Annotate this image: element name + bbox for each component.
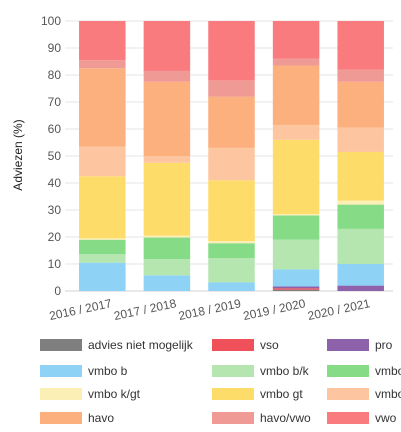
- bar-segment: [208, 80, 255, 97]
- bar-segment: [337, 285, 384, 291]
- bar-segment: [143, 21, 191, 71]
- x-tick-label: 2020 / 2021: [306, 296, 371, 323]
- legend-swatch: [327, 388, 369, 400]
- bar-segment: [79, 176, 126, 239]
- bar-segment: [208, 258, 255, 283]
- y-tick-label: 60: [48, 122, 62, 136]
- bar-segment: [208, 243, 255, 259]
- y-tick-label: 70: [48, 95, 62, 109]
- legend-label: vmbo k/gt: [88, 387, 141, 401]
- bar-segment: [337, 69, 384, 82]
- bar-segment: [337, 21, 384, 70]
- legend-label: havo/vwo: [260, 411, 311, 425]
- legend-label: vmbo gt: [260, 387, 303, 401]
- bar-segment: [272, 286, 320, 289]
- legend-swatch: [327, 339, 369, 351]
- legend-swatch: [212, 388, 254, 400]
- y-axis-title: Adviezen (%): [11, 119, 25, 190]
- bar-segment: [272, 124, 320, 140]
- y-tick-label: 0: [54, 284, 61, 298]
- bar-segment: [272, 214, 320, 216]
- legend-swatch: [327, 365, 369, 377]
- bar-segment: [337, 264, 384, 286]
- bar-segment: [272, 58, 320, 66]
- bar-segment: [79, 146, 126, 177]
- bar-segment: [272, 215, 320, 240]
- bar-segment: [79, 238, 126, 240]
- bar-segment: [143, 70, 191, 82]
- legend-swatch: [212, 365, 254, 377]
- legend-label: vmbo b: [88, 364, 128, 378]
- bar-segment: [143, 81, 191, 156]
- bar-segment: [337, 200, 384, 205]
- bar-segment: [208, 96, 255, 148]
- y-axis: 0 10 20 30 40 50 60 70 80 90 100: [41, 14, 61, 298]
- bar-segment: [272, 269, 320, 287]
- bar-segment: [143, 235, 191, 238]
- legend-swatch: [327, 412, 369, 424]
- x-tick-label: 2017 / 2018: [113, 296, 178, 323]
- legend-label: vso: [260, 338, 279, 352]
- legend-label: vwo: [375, 411, 397, 425]
- bar-segment: [272, 289, 320, 291]
- bar-segment: [337, 81, 384, 128]
- legend-swatch: [40, 412, 82, 424]
- bar-segment: [79, 254, 126, 263]
- bar-segment: [272, 288, 320, 290]
- bar-segment: [272, 139, 320, 215]
- legend-swatch: [212, 339, 254, 351]
- bar-segment: [337, 127, 384, 152]
- bar-segment: [208, 282, 255, 291]
- legend-swatch: [212, 412, 254, 424]
- bar-segment: [143, 275, 191, 291]
- x-axis: 2016 / 2017 2017 / 2018 2018 / 2019 2019 / …: [48, 296, 372, 323]
- bar-segment: [143, 237, 191, 260]
- legend-label: havo: [88, 411, 114, 425]
- bar-segment: [143, 162, 191, 236]
- y-tick-label: 100: [41, 14, 61, 28]
- bar-segment: [337, 228, 384, 264]
- legend-label: vmbo gt/havo: [375, 387, 401, 401]
- y-tick-label: 50: [48, 149, 62, 163]
- bar-segment: [79, 239, 126, 255]
- legend-swatch: [40, 365, 82, 377]
- y-tick-label: 20: [48, 230, 62, 244]
- bar-segment: [337, 151, 384, 201]
- y-tick-label: 80: [48, 68, 62, 82]
- legend-label: advies niet mogelijk: [88, 338, 194, 352]
- legend-label: vmbo b/k: [260, 364, 310, 378]
- legend-label: pro: [375, 338, 393, 352]
- bar-segment: [143, 259, 191, 276]
- x-tick-label: 2016 / 2017: [48, 296, 113, 323]
- bar-segment: [208, 147, 255, 181]
- legend-swatch: [40, 339, 82, 351]
- bar-segment: [208, 21, 255, 81]
- bar-segment: [143, 156, 191, 163]
- y-tick-label: 10: [48, 257, 62, 271]
- legend-label: vmbo k: [375, 364, 401, 378]
- bars: [79, 21, 384, 291]
- x-tick-label: 2018 / 2019: [177, 296, 242, 323]
- bar-segment: [208, 241, 255, 244]
- bar-segment: [337, 204, 384, 229]
- bar-segment: [79, 68, 126, 147]
- y-tick-label: 30: [48, 203, 62, 217]
- legend-swatch: [40, 388, 82, 400]
- legend: advies niet mogelijk vso pro vmbo b vmbo b/k…: [40, 338, 401, 425]
- bar-segment: [208, 180, 255, 242]
- bar-segment: [272, 65, 320, 125]
- x-tick-label: 2019 / 2020: [242, 296, 307, 323]
- y-tick-label: 90: [48, 41, 62, 55]
- bar-segment: [79, 21, 126, 61]
- bar-segment: [79, 262, 126, 291]
- y-tick-label: 40: [48, 176, 62, 190]
- bar-segment: [272, 239, 320, 270]
- bar-segment: [79, 60, 126, 69]
- bar-segment: [272, 21, 320, 59]
